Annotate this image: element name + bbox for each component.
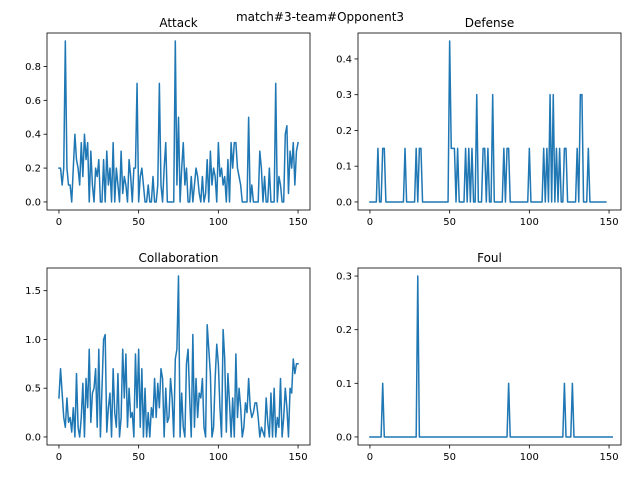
foul-x-tick-label: 50 bbox=[443, 452, 456, 463]
foul-axes-frame bbox=[357, 267, 622, 446]
foul-x-tick-label: 150 bbox=[599, 452, 618, 463]
foul-y-tick-label: 0.1 bbox=[336, 379, 352, 390]
suptitle: match#3-team#Opponent3 bbox=[236, 10, 404, 24]
collaboration-x-tick-label: 0 bbox=[56, 452, 62, 463]
collaboration-series-line bbox=[58, 275, 299, 438]
attack-y-tick-label: 0.8 bbox=[25, 62, 41, 73]
defense-y-tick-label: 0.3 bbox=[336, 90, 352, 101]
defense-x-tick-label: 150 bbox=[599, 217, 618, 228]
attack-series-line bbox=[58, 40, 299, 203]
defense-x-tick-label: 100 bbox=[520, 217, 539, 228]
collaboration-x-tick-label: 100 bbox=[209, 452, 228, 463]
foul-series-line bbox=[369, 275, 613, 438]
collaboration-y-tick-label: 0.5 bbox=[25, 384, 41, 395]
defense-series-line bbox=[369, 40, 607, 203]
attack-y-tick-label: 0.4 bbox=[25, 130, 41, 141]
collaboration-title: Collaboration bbox=[139, 251, 219, 265]
foul-y-tick-label: 0.3 bbox=[336, 272, 352, 283]
defense-title: Defense bbox=[465, 16, 514, 30]
collaboration-y-tick-label: 1.5 bbox=[25, 286, 41, 297]
defense-y-tick-label: 0.1 bbox=[336, 162, 352, 173]
collaboration-panel: 0 50 100 150 0.0 0.5 1.0 1.5 Collaboration bbox=[25, 251, 311, 463]
attack-x-tick-label: 50 bbox=[132, 217, 145, 228]
foul-y-tick-label: 0.0 bbox=[336, 432, 352, 443]
attack-axes-frame bbox=[46, 32, 311, 211]
attack-x-tick-label: 150 bbox=[288, 217, 307, 228]
defense-x-tick-label: 0 bbox=[367, 217, 373, 228]
attack-y-tick-label: 0.2 bbox=[25, 164, 41, 175]
collaboration-y-tick-label: 1.0 bbox=[25, 335, 41, 346]
defense-y-tick-label: 0.0 bbox=[336, 197, 352, 208]
attack-title: Attack bbox=[159, 16, 197, 30]
defense-panel: 0 50 100 150 0.0 0.1 0.2 0.3 0.4 Defense bbox=[336, 16, 622, 228]
collaboration-axes-frame bbox=[46, 267, 311, 446]
foul-title: Foul bbox=[477, 251, 502, 265]
defense-y-tick-label: 0.4 bbox=[336, 54, 352, 65]
defense-x-tick-label: 50 bbox=[443, 217, 456, 228]
collaboration-y-tick-label: 0.0 bbox=[25, 432, 41, 443]
foul-x-tick-label: 100 bbox=[520, 452, 539, 463]
foul-panel: 0 50 100 150 0.0 0.1 0.2 0.3 Foul bbox=[336, 251, 622, 463]
attack-panel: 0 50 100 150 0.0 0.2 0.4 0.6 0.8 Attack bbox=[25, 16, 311, 228]
foul-x-tick-label: 0 bbox=[367, 452, 373, 463]
attack-x-tick-label: 100 bbox=[209, 217, 228, 228]
attack-y-tick-label: 0.0 bbox=[25, 197, 41, 208]
collaboration-x-tick-label: 150 bbox=[288, 452, 307, 463]
defense-y-tick-label: 0.2 bbox=[336, 126, 352, 137]
defense-axes-frame bbox=[357, 32, 622, 211]
collaboration-x-tick-label: 50 bbox=[132, 452, 145, 463]
foul-y-tick-label: 0.2 bbox=[336, 325, 352, 336]
attack-y-tick-label: 0.6 bbox=[25, 96, 41, 107]
attack-x-tick-label: 0 bbox=[56, 217, 62, 228]
